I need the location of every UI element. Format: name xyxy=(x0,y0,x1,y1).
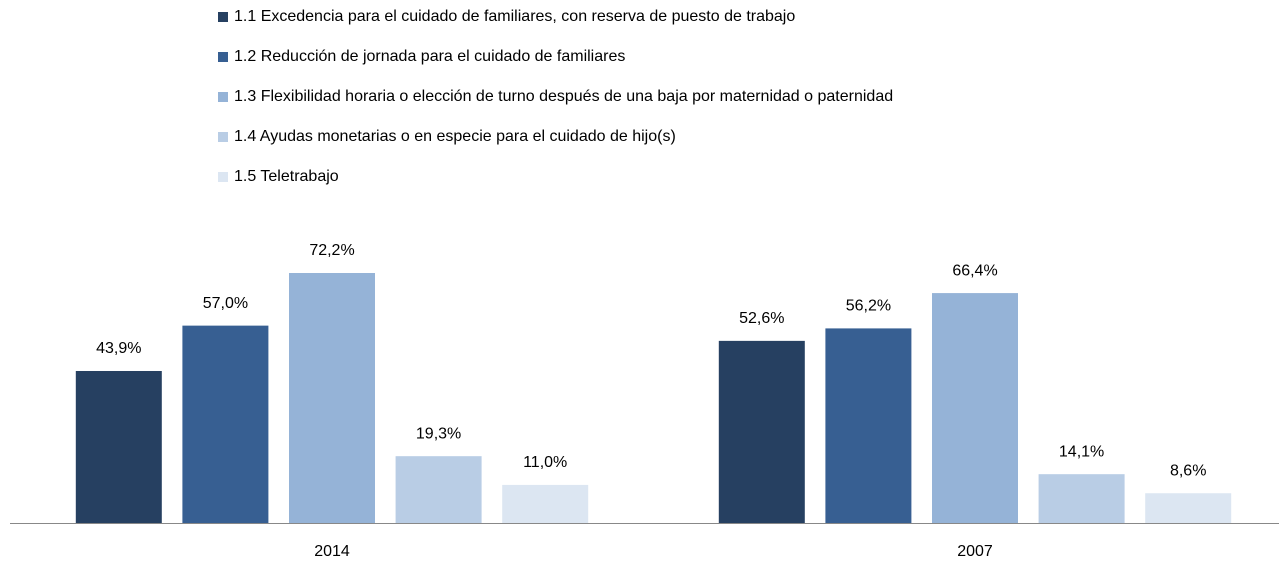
bar xyxy=(718,340,805,523)
legend-label: 1.2 Reducción de jornada para el cuidado… xyxy=(234,48,625,65)
bar xyxy=(825,328,912,523)
data-label: 57,0% xyxy=(203,295,248,312)
legend-swatch xyxy=(218,172,228,182)
bar xyxy=(1145,493,1232,523)
data-label: 43,9% xyxy=(96,340,141,357)
legend-swatch xyxy=(218,92,228,102)
legend-swatch xyxy=(218,12,228,22)
legend-swatch xyxy=(218,132,228,142)
data-label: 14,1% xyxy=(1059,443,1104,460)
bar xyxy=(289,273,375,523)
bar xyxy=(502,484,589,523)
bar xyxy=(395,456,482,523)
legend-label: 1.1 Excedencia para el cuidado de famili… xyxy=(234,8,795,25)
bar xyxy=(932,293,1018,523)
legend-swatch xyxy=(218,52,228,62)
legend-label: 1.3 Flexibilidad horaria o elección de t… xyxy=(234,88,893,105)
bar xyxy=(1038,474,1125,523)
data-label: 66,4% xyxy=(952,262,997,279)
legend-label: 1.5 Teletrabajo xyxy=(234,168,339,185)
bar xyxy=(182,325,269,523)
data-label: 19,3% xyxy=(416,425,461,442)
data-label: 8,6% xyxy=(1170,462,1206,479)
data-label: 11,0% xyxy=(523,454,567,471)
data-label: 72,2% xyxy=(309,242,354,259)
data-label: 56,2% xyxy=(846,298,891,315)
legend-label: 1.4 Ayudas monetarias o en especie para … xyxy=(234,128,676,145)
x-tick-label: 2014 xyxy=(314,543,350,560)
data-label: 52,6% xyxy=(739,310,784,327)
x-tick-label: 2007 xyxy=(957,543,993,560)
bar xyxy=(75,370,162,523)
